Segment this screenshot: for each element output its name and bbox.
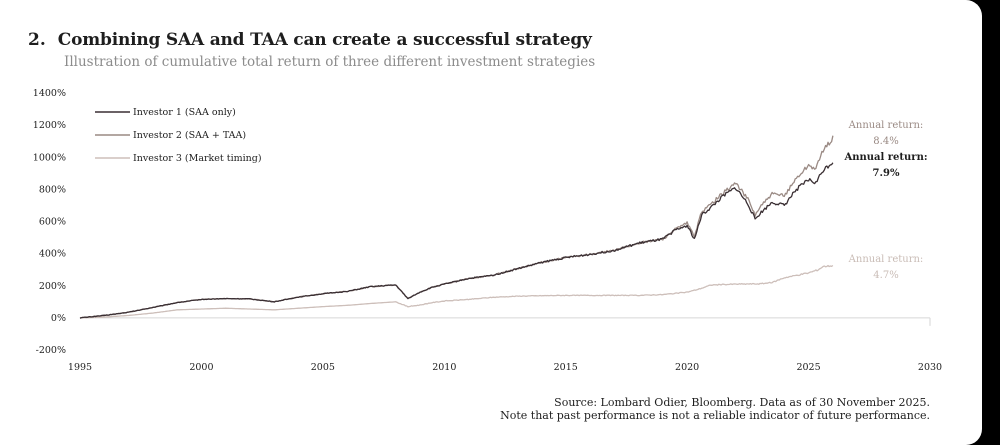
x-tick-label: 1995 (68, 362, 92, 373)
source-line: Source: Lombard Odier, Bloomberg. Data a… (554, 396, 930, 409)
y-tick-label: 600% (39, 217, 66, 228)
series-line (79, 162, 834, 319)
annual-return-value: 8.4% (873, 136, 898, 147)
annual-return-value: 4.7% (873, 270, 898, 281)
y-tick-label: 800% (39, 184, 66, 195)
y-tick-label: 200% (39, 281, 66, 292)
series-line (79, 264, 834, 319)
annual-return-value: 7.9% (873, 168, 900, 179)
x-tick-label: 2030 (918, 362, 942, 373)
x-tick-label: 2025 (796, 362, 820, 373)
figure-title: 2. Combining SAA and TAA can create a suc… (28, 30, 592, 50)
annual-return-label: Annual return: (843, 152, 927, 163)
legend-label: Investor 2 (SAA + TAA) (133, 130, 246, 141)
y-tick-label: 1200% (33, 120, 66, 131)
annual-return-label: Annual return: (848, 120, 924, 131)
legend-label: Investor 3 (Market timing) (133, 153, 262, 164)
figure-title-text: Combining SAA and TAA can create a succe… (57, 30, 592, 50)
y-tick-label: 400% (39, 249, 66, 260)
figure-number: 2. (28, 30, 46, 50)
disclaimer-line: Note that past performance is not a reli… (500, 409, 930, 422)
y-tick-label: 1400% (33, 88, 66, 99)
y-tick-label: -200% (36, 345, 66, 356)
x-tick-label: 2000 (189, 362, 213, 373)
x-tick-label: 2015 (554, 362, 578, 373)
source-note: Source: Lombard Odier, Bloomberg. Data a… (500, 396, 930, 422)
x-tick-label: 2020 (675, 362, 699, 373)
figure-subtitle: Illustration of cumulative total return … (64, 54, 596, 70)
x-tick-label: 2010 (432, 362, 456, 373)
x-tick-label: 2005 (311, 362, 335, 373)
y-tick-label: 0% (51, 313, 66, 324)
y-tick-label: 1000% (33, 152, 66, 163)
legend-label: Investor 1 (SAA only) (133, 107, 236, 118)
annual-return-label: Annual return: (848, 254, 924, 265)
